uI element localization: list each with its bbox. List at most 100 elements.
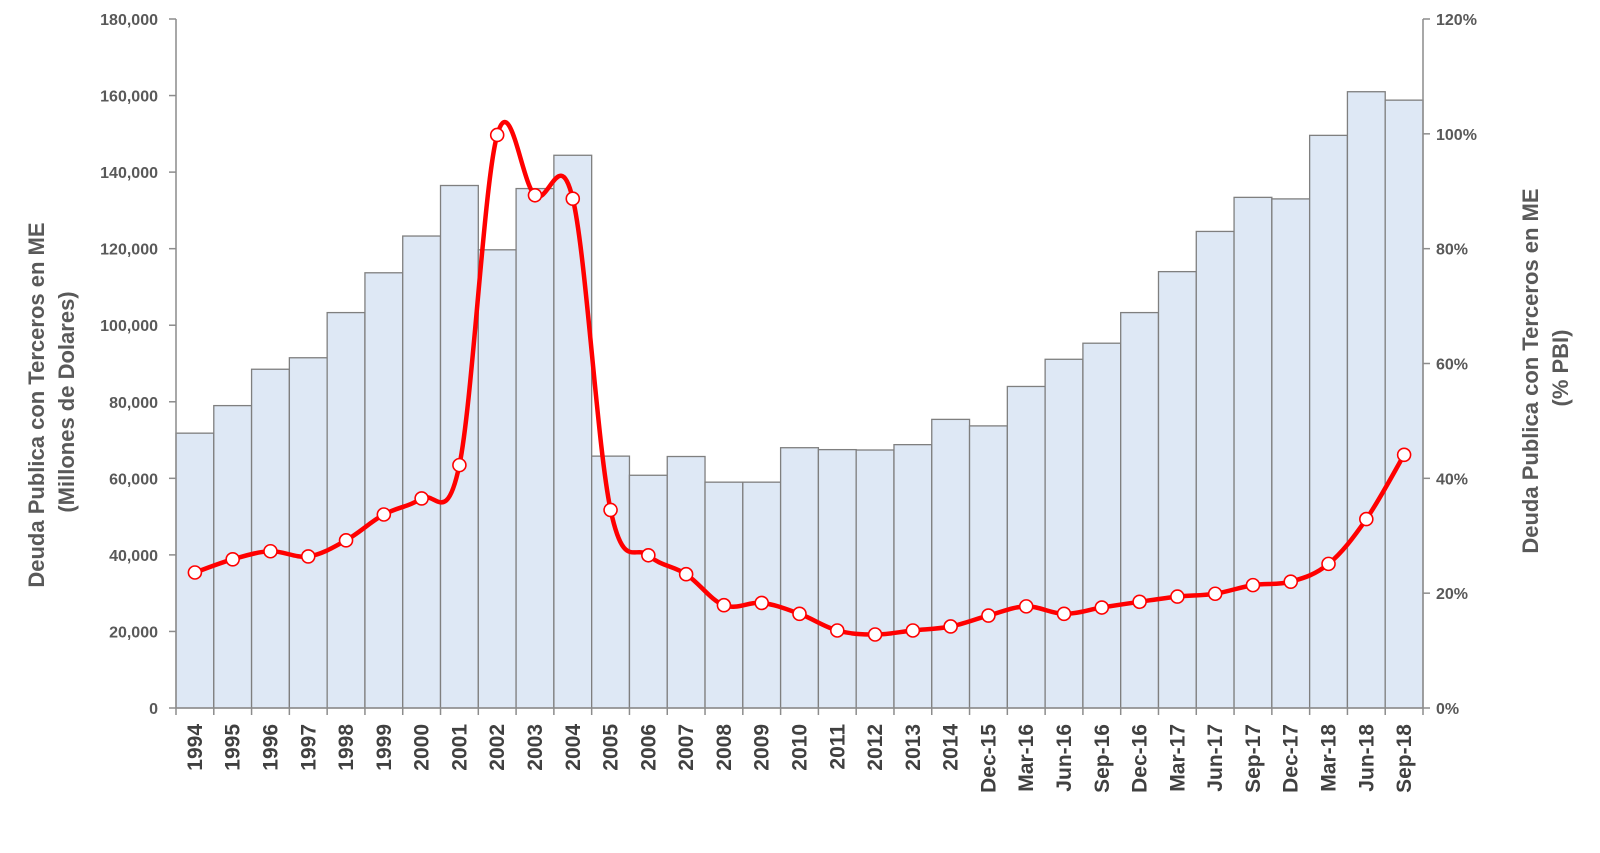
right-axis-tick-label: 0% (1436, 701, 1459, 718)
x-axis-tick-label: 2000 (411, 724, 434, 771)
left-axis-tick-label: 60,000 (109, 471, 158, 488)
x-axis-tick-label: 2008 (713, 724, 736, 771)
x-axis-tick-label: 2009 (751, 724, 774, 771)
bar-series (175, 91, 1424, 709)
x-axis-tick-label: 2014 (940, 724, 963, 771)
left-axis-tick-label: 0 (149, 701, 158, 718)
x-axis-tick-label: Dec-16 (1129, 724, 1152, 793)
line-point-Dec-15 (981, 608, 996, 623)
x-axis-tick-label: Jun-17 (1204, 724, 1227, 792)
x-axis-tick-label: Sep-18 (1393, 724, 1416, 793)
line-point-Mar-16 (1018, 599, 1034, 614)
x-axis-tick-labels: 1994 1995 1996 1997 1998 1999 2000 2001 2002 2003… (184, 724, 1416, 793)
line-point-Dec-17 (1283, 574, 1299, 589)
x-axis-tick-label: 1994 (184, 724, 207, 771)
bar-Sep-16 (1082, 342, 1122, 709)
line-point-2004 (565, 191, 581, 207)
x-axis-tick-label: 2003 (524, 724, 547, 771)
bar-Sep-17 (1233, 196, 1273, 709)
bar-1996 (250, 368, 291, 709)
bar-2012 (855, 449, 895, 709)
left-axis-tick-label: 100,000 (100, 318, 158, 335)
right-axis-tick-label: 120% (1436, 12, 1477, 29)
x-axis-tick-label: 1995 (222, 724, 245, 771)
left-axis-tick-label: 20,000 (109, 624, 158, 641)
x-axis-tick-label: Jun-16 (1053, 724, 1076, 792)
bar-Jun-17 (1195, 230, 1235, 709)
x-axis-tick-label: 1996 (260, 724, 283, 771)
left-axis-tick-label: 140,000 (100, 165, 158, 182)
bar-2011 (817, 448, 857, 709)
x-axis-tick-label: 2011 (826, 724, 849, 770)
line-point-2007 (678, 566, 694, 582)
right-axis-ticks: 0% 20% 40% 60% 80% 100% 120% (1423, 12, 1477, 718)
bar-Mar-16 (1006, 385, 1046, 709)
bar-1997 (288, 357, 328, 709)
x-axis-tick-label: Jun-18 (1355, 724, 1378, 792)
line-point-2009 (754, 595, 770, 611)
x-axis-tick-label: Dec-17 (1280, 724, 1303, 793)
line-point-2010 (792, 606, 807, 622)
bar-2009 (742, 481, 782, 709)
left-axis-tick-label: 160,000 (100, 89, 158, 106)
bar-2005 (591, 455, 631, 709)
line-point-Jun-16 (1056, 606, 1072, 622)
bar-2010 (779, 447, 820, 709)
line-point-2012 (867, 627, 883, 642)
line-point-Jun-17 (1207, 586, 1223, 602)
line-point-Sep-17 (1245, 577, 1261, 593)
x-axis-tick-label: 2001 (448, 724, 471, 771)
x-axis-tick-label: 2010 (789, 724, 812, 771)
bar-2013 (893, 443, 933, 709)
line-point-Sep-18 (1396, 447, 1412, 463)
left-axis-tick-label: 80,000 (109, 395, 158, 412)
bar-Dec-15 (968, 425, 1008, 709)
line-point-2013 (905, 623, 921, 638)
right-axis-tick-label: 100% (1436, 127, 1477, 144)
bar-2006 (628, 474, 668, 709)
bar-Jun-18 (1346, 91, 1386, 709)
left-axis-title-line1: Deuda Publica con Terceros en ME (24, 222, 49, 587)
line-point-Sep-16 (1094, 600, 1110, 615)
bar-Mar-18 (1308, 134, 1349, 709)
line-point-2002 (489, 127, 505, 143)
line-point-2000 (414, 491, 429, 506)
x-axis-tick-label: Mar-18 (1318, 724, 1341, 792)
line-point-1995 (225, 551, 240, 567)
bar-2002 (477, 249, 517, 709)
left-axis-tick-label: 120,000 (100, 242, 158, 259)
line-point-2005 (603, 502, 618, 518)
right-axis-tick-label: 60% (1436, 357, 1468, 374)
x-axis-tick-label: Sep-16 (1091, 724, 1114, 793)
x-axis-tick-label: 1998 (335, 724, 358, 771)
bar-1998 (326, 311, 366, 709)
line-point-1999 (376, 507, 392, 522)
right-axis-tick-label: 40% (1436, 471, 1468, 488)
bar-Sep-18 (1384, 99, 1424, 709)
x-axis-tick-label: Mar-16 (1015, 724, 1038, 792)
x-axis-tick-label: 2004 (562, 724, 585, 771)
x-axis-tick-label: 2005 (600, 724, 623, 771)
line-point-1996 (263, 543, 278, 559)
bar-2014 (931, 418, 971, 709)
line-point-Mar-18 (1321, 556, 1336, 572)
bar-2007 (666, 455, 706, 709)
bar-Dec-17 (1271, 198, 1311, 709)
x-axis-tick-label: 2013 (902, 724, 925, 771)
line-point-1994 (187, 565, 203, 580)
x-axis-tick-label: Sep-17 (1242, 724, 1265, 793)
bar-2001 (439, 184, 479, 709)
x-axis-tick-label: Dec-15 (977, 724, 1000, 793)
line-point-2006 (641, 547, 656, 563)
x-axis-tick-label: Mar-17 (1166, 724, 1189, 792)
x-axis-tick-label: 2012 (864, 724, 887, 771)
x-axis-tick-label: 2002 (486, 724, 509, 771)
x-axis-tick-label: 2006 (637, 724, 660, 771)
left-axis-title: Deuda Publica con Terceros en ME (Millon… (24, 216, 79, 587)
line-series (187, 120, 1412, 642)
line-point-Jun-18 (1359, 511, 1374, 527)
line-point-Mar-17 (1170, 589, 1185, 604)
line-point-2008 (716, 597, 732, 613)
bar-Dec-16 (1120, 311, 1160, 709)
